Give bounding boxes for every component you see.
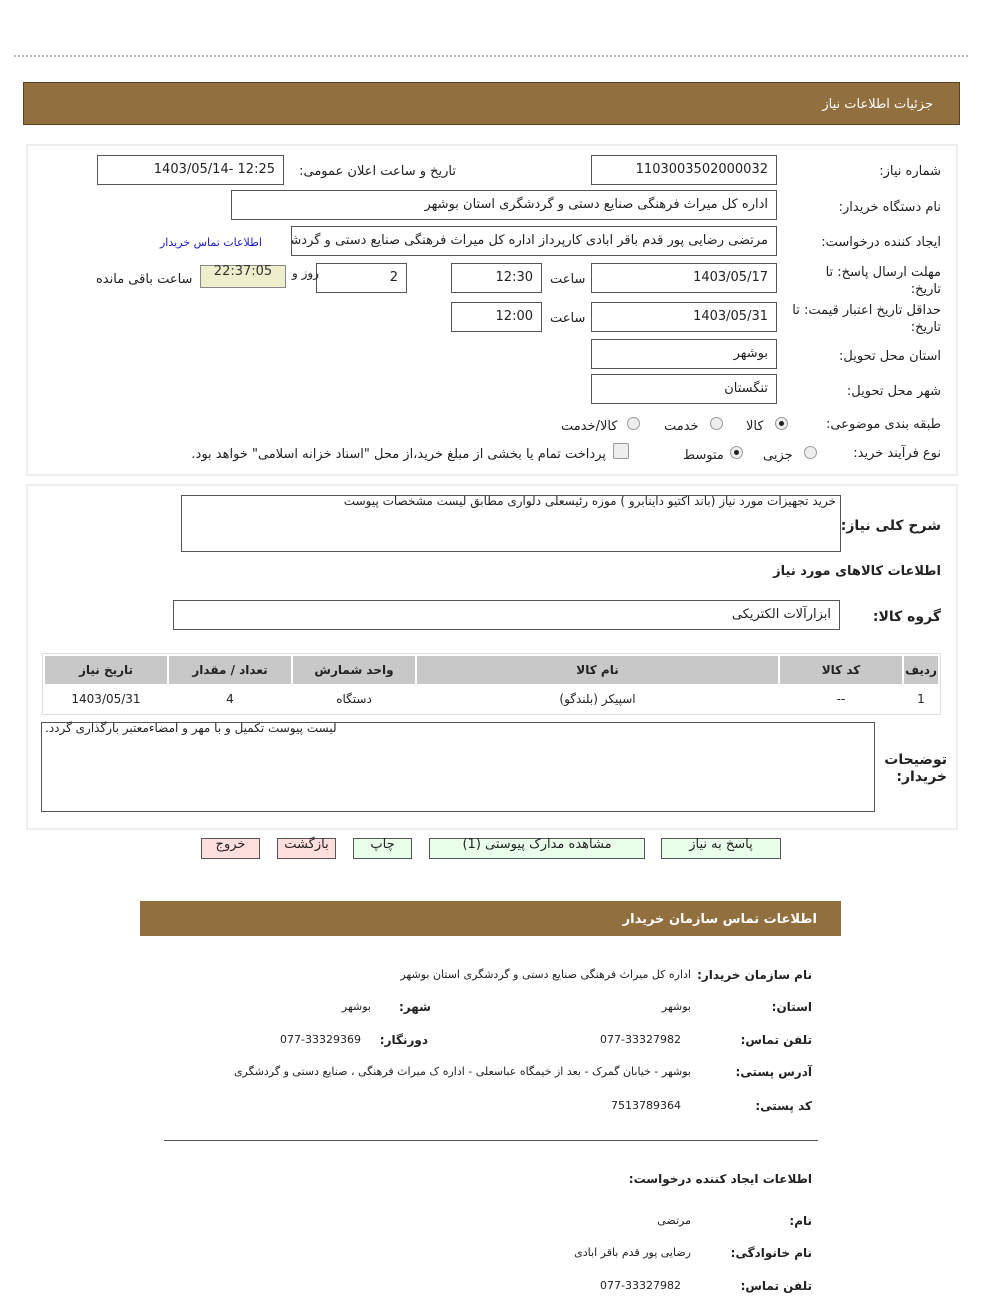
col-row: ردیف (904, 656, 938, 684)
treasury-note: پرداخت تمام یا بخشی از مبلغ خرید،از محل … (191, 447, 606, 462)
col-date: تاریخ نیاز (45, 656, 167, 684)
fax-label: دورنگار: (379, 1033, 428, 1047)
name-value: مرتضی (657, 1214, 691, 1227)
category-option-service: خدمت (664, 419, 699, 434)
exit-button[interactable]: خروج (201, 838, 260, 859)
col-name: نام کالا (417, 656, 778, 684)
table-row: 1 -- اسپیکر (بلندگو) دستگاه 4 1403/05/31 (45, 686, 938, 712)
category-label: طبقه بندی موضوعی: (825, 417, 941, 432)
days-label: روز و (292, 266, 319, 280)
col-code: کد کالا (780, 656, 902, 684)
creator-label: ایجاد کننده درخواست: (821, 235, 941, 250)
category-radio-goods[interactable] (775, 417, 788, 430)
buyer-notes-field[interactable]: .لیست پیوست تکمیل و با مهر و امضاءمعتبر … (41, 722, 875, 812)
contact-divider (164, 1140, 818, 1141)
category-radio-both[interactable] (627, 417, 640, 430)
col-unit: واحد شمارش (293, 656, 415, 684)
creator-phone-label: تلفن تماس: (740, 1279, 812, 1293)
cell-row: 1 (917, 692, 925, 706)
creator-field[interactable]: مرتضی رضایی پور قدم باقر ابادی کارپرداز … (291, 226, 777, 256)
org-value: اداره کل میراث فرهنگی صنایع دستی و گردشگ… (400, 968, 691, 981)
fax-value: 077-33329369 (280, 1033, 361, 1046)
phone-value: 077-33327982 (600, 1033, 681, 1046)
org-label: نام سازمان خریدار: (697, 968, 812, 982)
cell-qty: 4 (226, 692, 234, 706)
remaining-timer: 22:37:05 (200, 265, 286, 288)
contact-city-value: بوشهر (341, 1000, 371, 1013)
goods-group-label: گروه کالا: (872, 609, 941, 625)
remaining-label: ساعت باقی مانده (96, 272, 193, 287)
buyer-contact-link[interactable]: اطلاعات تماس خریدار (160, 236, 262, 249)
contact-province-label: استان: (771, 1000, 812, 1014)
view-attachments-button[interactable]: مشاهده مدارک پیوستی (1) (429, 838, 645, 859)
days-field[interactable]: 2 (316, 263, 407, 293)
postal-label: کد پستی: (755, 1099, 812, 1113)
deadline-time-label: ساعت (550, 272, 586, 287)
category-radio-service[interactable] (710, 417, 723, 430)
deadline-date-field[interactable]: 1403/05/17 (591, 263, 777, 293)
city-field[interactable]: تنگستان (591, 374, 777, 404)
goods-info-title: اطلاعات کالاهای مورد نیاز (773, 564, 941, 579)
province-field[interactable]: بوشهر (591, 339, 777, 369)
process-radio-minor[interactable] (804, 446, 817, 459)
address-value: بوشهر - خیابان گمرک - بعد از خیمگاه عباس… (233, 1065, 691, 1078)
deadline-time-field[interactable]: 12:30 (451, 263, 542, 293)
description-label: شرح کلی نیاز: (840, 518, 941, 534)
need-number-field[interactable]: 1103003502000032 (591, 155, 777, 185)
back-button[interactable]: بازگشت (277, 838, 336, 859)
reply-button[interactable]: پاسخ به نیاز (661, 838, 781, 859)
postal-value: 7513789364 (611, 1099, 681, 1112)
form-panel (26, 144, 958, 476)
print-button[interactable]: چاپ (353, 838, 412, 859)
validity-time-label: ساعت (550, 311, 586, 326)
announce-label: تاریخ و ساعت اعلان عمومی: (299, 164, 456, 179)
description-field[interactable]: خرید تجهیزات مورد نیاز (باند اکتیو داینا… (181, 495, 841, 552)
header-bar: جزئیات اطلاعات نیاز (23, 82, 960, 125)
contact-header-bar: اطلاعات تماس سازمان خریدار (140, 901, 841, 936)
phone-label: تلفن تماس: (740, 1033, 812, 1047)
page-title: جزئیات اطلاعات نیاز (822, 97, 933, 112)
details-panel (26, 484, 958, 830)
cell-date: 1403/05/31 (71, 692, 141, 706)
goods-table-wrap: ردیف کد کالا نام کالا واحد شمارش تعداد /… (42, 653, 941, 715)
need-number-label: شماره نیاز: (879, 164, 941, 179)
family-value: رضایی پور قدم باقر ابادی (574, 1246, 691, 1259)
contact-province-value: بوشهر (661, 1000, 691, 1013)
process-option-medium: متوسط (683, 448, 724, 463)
address-label: آدرس پستی: (735, 1065, 812, 1079)
validity-label: حداقل تاریخ اعتبار قیمت: تا تاریخ: (792, 303, 941, 335)
buyer-field[interactable]: اداره کل میراث فرهنگی صنایع دستی و گردشگ… (231, 190, 777, 220)
process-label: نوع فرآیند خرید: (853, 446, 941, 461)
divider (14, 55, 968, 57)
buyer-notes-label: توضیحات خریدار: (884, 752, 947, 785)
process-radio-medium[interactable] (730, 446, 743, 459)
buyer-label: نام دستگاه خریدار: (838, 200, 941, 215)
goods-group-field[interactable]: ابزارآلات الکتریکی (173, 600, 840, 630)
validity-time-field[interactable]: 12:00 (451, 302, 542, 332)
contact-title: اطلاعات تماس سازمان خریدار (622, 912, 817, 927)
category-option-both: کالا/خدمت (561, 419, 618, 434)
name-label: نام: (789, 1214, 812, 1228)
col-qty: تعداد / مقدار (169, 656, 291, 684)
announce-field[interactable]: 1403/05/14- 12:25 (97, 155, 284, 185)
cell-code: -- (836, 692, 846, 706)
table-header-row: ردیف کد کالا نام کالا واحد شمارش تعداد /… (45, 656, 938, 684)
cell-name: اسپیکر (بلندگو) (559, 692, 636, 706)
creator-info-title: اطلاعات ایجاد کننده درخواست: (628, 1172, 812, 1186)
category-option-goods: کالا (746, 419, 764, 434)
creator-phone-value: 077-33327982 (600, 1279, 681, 1292)
cell-unit: دستگاه (336, 692, 372, 706)
deadline-label: مهلت ارسال پاسخ: تا تاریخ: (825, 265, 941, 297)
family-label: نام خانوادگی: (730, 1246, 812, 1260)
validity-date-field[interactable]: 1403/05/31 (591, 302, 777, 332)
city-label: شهر محل تحویل: (846, 384, 941, 399)
province-label: استان محل تحویل: (839, 349, 941, 364)
goods-table: ردیف کد کالا نام کالا واحد شمارش تعداد /… (43, 654, 940, 714)
contact-city-label: شهر: (399, 1000, 431, 1014)
process-option-minor: جزیی (763, 448, 793, 463)
treasury-checkbox[interactable] (613, 443, 629, 459)
